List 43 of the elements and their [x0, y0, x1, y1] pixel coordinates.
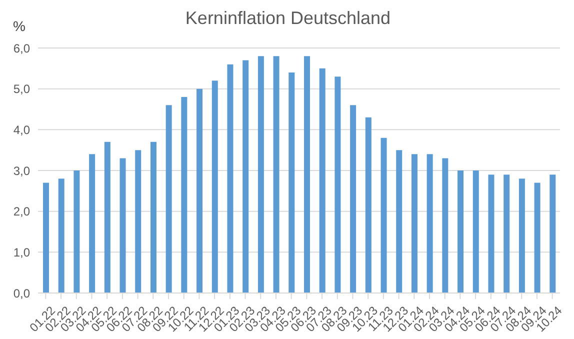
bar [534, 182, 540, 293]
bar [58, 178, 64, 293]
bar [288, 72, 295, 293]
bar [227, 64, 234, 293]
bar [380, 138, 387, 293]
bar [504, 174, 510, 293]
bar [258, 56, 264, 293]
y-axis-title: % [13, 18, 26, 34]
bar [350, 105, 356, 293]
bar [150, 142, 156, 293]
bar [518, 178, 525, 293]
bar [442, 158, 448, 293]
bar [196, 88, 203, 293]
bar [458, 170, 464, 293]
y-tick-label: 4,0 [13, 122, 30, 137]
y-tick-label: 1,0 [13, 245, 30, 260]
bar [472, 170, 479, 293]
bar [242, 60, 249, 293]
bar [550, 174, 556, 293]
bar [334, 76, 341, 293]
bar [120, 158, 126, 293]
bar [212, 80, 218, 293]
bar [365, 117, 372, 293]
bar [426, 154, 433, 293]
bar [135, 150, 142, 293]
bar [304, 56, 310, 293]
chart-title: Kerninflation Deutschland [185, 8, 391, 28]
bar [411, 154, 418, 293]
y-tick-label: 0,0 [13, 286, 30, 300]
bar [104, 142, 110, 293]
bar [43, 182, 49, 293]
y-tick-label: 3,0 [13, 164, 30, 178]
y-tick-label: 5,0 [13, 82, 30, 96]
y-tick-label: 6,0 [13, 41, 30, 56]
bar [181, 97, 188, 293]
bar [166, 105, 172, 293]
bar [74, 170, 80, 293]
bar [273, 56, 280, 293]
bar [396, 150, 402, 293]
bar [319, 68, 326, 293]
bar [488, 174, 494, 293]
bar [89, 154, 96, 293]
y-tick-label: 2,0 [13, 204, 30, 219]
